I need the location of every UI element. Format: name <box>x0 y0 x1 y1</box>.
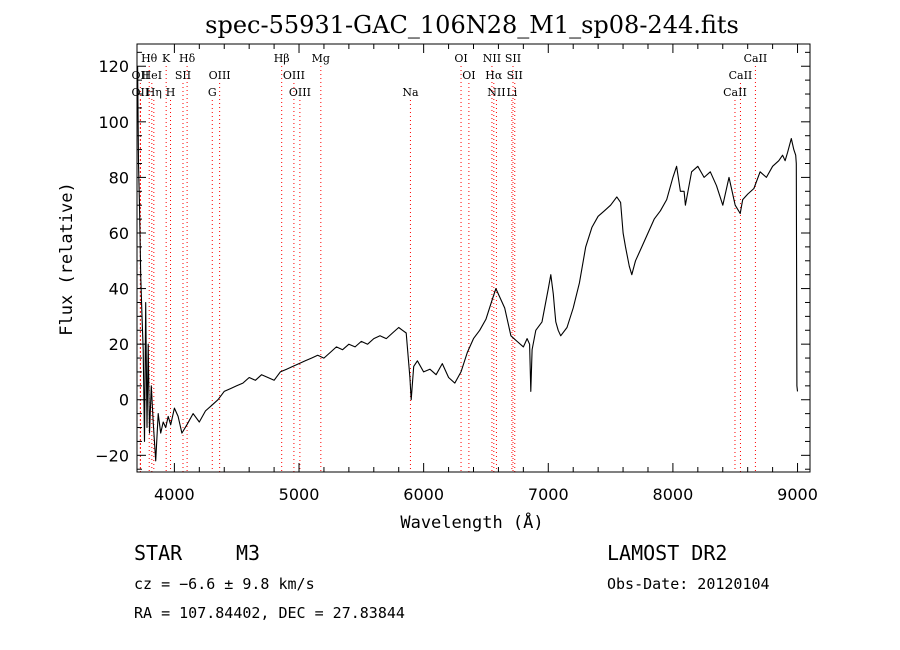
x-tick-label: 5000 <box>279 485 320 504</box>
y-tick-label: 100 <box>98 113 129 132</box>
y-tick-label: 40 <box>109 280 129 299</box>
y-tick-label: 80 <box>109 168 129 187</box>
spectral-line-label: Li <box>506 86 517 99</box>
survey-name: LAMOST DR2 <box>607 541 728 565</box>
y-tick-label: 20 <box>109 335 129 354</box>
y-axis-label: Flux (relative) <box>57 182 77 336</box>
spectral-line-label: CaII <box>723 86 747 99</box>
spectral-line-label: Na <box>402 86 419 99</box>
spectral-line-label: Mg <box>312 52 330 65</box>
x-tick-label: 9000 <box>777 485 818 504</box>
y-tick-label: 120 <box>98 57 129 76</box>
spectral-line-label: K <box>162 52 171 65</box>
spectral-line-label: NII <box>483 52 501 65</box>
observation-date: Obs-Date: 20120104 <box>607 575 770 593</box>
spectral-line-label: OIII <box>209 69 231 82</box>
spectral-line-label: G <box>208 86 217 99</box>
spectral-line-label: OI <box>454 52 467 65</box>
object-class: STAR <box>134 541 183 565</box>
spectral-line-label: Hθ <box>141 52 158 65</box>
spectral-line-label: NII <box>487 86 505 99</box>
spectral-line-label: OII <box>132 86 150 99</box>
spectral-line-label: Hα <box>485 69 503 82</box>
spectral-line-label: Hη <box>146 86 162 99</box>
plot-area: OIIHθOIIHeIHηKSIIHHδOIIIGHβOIIIOIIIMgNaO… <box>95 43 818 504</box>
spectral-line-label: OIII <box>283 69 305 82</box>
spectral-line-label: CaII <box>729 69 753 82</box>
x-tick-label: 4000 <box>154 485 195 504</box>
spectral-line-label: Hδ <box>179 52 196 65</box>
x-tick-label: 7000 <box>528 485 569 504</box>
y-tick-label: 0 <box>119 391 129 410</box>
spectral-line-label: SII <box>175 69 191 82</box>
redshift-velocity: cz = −6.6 ± 9.8 km/s <box>134 575 315 593</box>
spectral-line-label: OIII <box>289 86 311 99</box>
plot-frame <box>136 43 811 473</box>
chart-title: spec-55931-GAC_106N28_M1_sp08-244.fits <box>205 11 739 39</box>
spectral-line-label: SII <box>507 69 523 82</box>
spectral-line-label: H <box>166 86 176 99</box>
x-tick-label: 6000 <box>403 485 444 504</box>
x-tick-label: 8000 <box>653 485 694 504</box>
spectral-line-label: HeI <box>142 69 162 82</box>
y-tick-label: 60 <box>109 224 129 243</box>
spectrum-line <box>137 66 799 462</box>
spectral-line-label: OI <box>462 69 475 82</box>
y-tick-label: −20 <box>95 446 129 465</box>
spectral-line-label: CaII <box>744 52 768 65</box>
object-subclass: M3 <box>236 541 261 565</box>
spectral-line-label: OII <box>132 69 150 82</box>
x-axis-label: Wavelength (Å) <box>400 511 543 533</box>
coordinates: RA = 107.84402, DEC = 27.83844 <box>134 604 405 622</box>
spectral-line-label: Hβ <box>274 52 290 65</box>
spectral-line-label: SII <box>505 52 521 65</box>
